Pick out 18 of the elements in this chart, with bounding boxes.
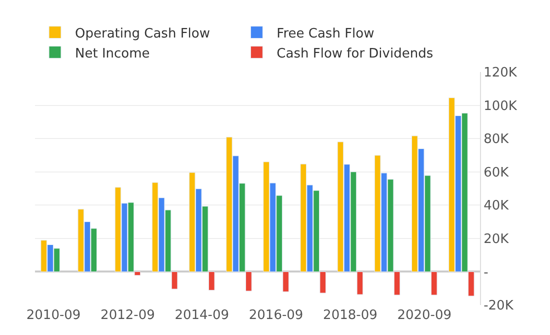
x-tick-label: 2012-09 [100,308,155,323]
y-tick-label: 100K [484,98,518,114]
y-tick-label: 120K [484,66,518,81]
y-tick-label: -20K [484,298,514,314]
y-tick-label: 20K [484,232,510,247]
legend-label: Cash Flow for Dividends [276,46,434,62]
y-tick-label: 40K [484,198,510,214]
x-tick-label: 2018-09 [323,308,378,323]
x-tick-label: 2020-09 [397,308,452,323]
legend-label: Operating Cash Flow [75,26,210,42]
legend-label: Free Cash Flow [276,26,375,42]
y-tick-label: 80K [484,132,510,148]
legend-label: Net Income [75,46,150,62]
y-tick-label: - [484,265,489,280]
x-tick-label: 2010-09 [26,308,81,323]
x-tick-label: 2014-09 [174,308,230,323]
x-tick-label: 2016-09 [248,308,304,323]
y-tick-label: 60K [484,165,510,180]
